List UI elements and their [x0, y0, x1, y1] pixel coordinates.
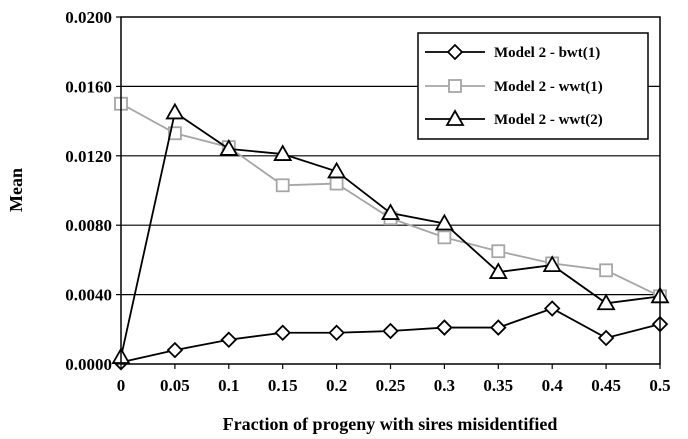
y-axis-title: Mean	[6, 168, 26, 212]
data-point-triangle	[596, 293, 616, 311]
legend-entry: Model 2 - wwt(1)	[425, 79, 603, 95]
data-point-triangle	[488, 262, 508, 279]
data-point-diamond	[490, 319, 507, 336]
y-tick-label: 0.0000	[65, 355, 112, 374]
data-point-triangle	[327, 161, 347, 179]
data-point-square	[329, 176, 344, 191]
data-point-square	[437, 230, 452, 245]
data-point-triangle	[219, 139, 239, 156]
series-diamond	[112, 300, 669, 371]
gridlines	[121, 85, 660, 296]
data-point-diamond	[220, 331, 238, 348]
x-tick-label: 0.05	[160, 376, 190, 395]
data-point-diamond	[274, 324, 291, 342]
x-tick-label: 0.2	[326, 376, 347, 395]
series-layer	[111, 96, 670, 371]
legend-label: Model 2 - wwt(2)	[494, 112, 603, 128]
x-tick-label: 0.45	[591, 376, 621, 395]
legend-label: Model 2 - wwt(1)	[494, 79, 603, 95]
data-point-square	[491, 244, 506, 259]
legend: Model 2 - bwt(1) Model 2 - wwt(1) Model 2 …	[417, 32, 649, 140]
data-point-diamond	[328, 324, 345, 342]
data-point-square	[167, 126, 182, 141]
x-tick-label: 0.15	[268, 376, 298, 395]
x-tick-label: 0.1	[218, 376, 239, 395]
data-point-square	[599, 263, 613, 278]
x-tick-label: 0	[117, 376, 126, 395]
x-tick-label: 0.4	[542, 376, 564, 395]
data-point-square	[275, 178, 290, 193]
legend-label: Model 2 - bwt(1)	[494, 45, 600, 61]
legend-marker-square	[448, 79, 462, 93]
legend-entry: Model 2 - wwt(2)	[425, 109, 603, 128]
data-point-triangle	[542, 255, 562, 273]
data-point-triangle	[273, 144, 293, 161]
x-tick-label: 0.35	[483, 376, 513, 395]
x-axis: 0 0.05 0.1 0.15 0.2 0.25 0.3 0.35 0.4 0.45 0.5	[117, 364, 671, 395]
data-point-triangle	[380, 203, 401, 220]
data-point-triangle	[434, 213, 454, 231]
y-tick-label: 0.0200	[65, 8, 112, 27]
y-tick-label: 0.0080	[65, 216, 112, 235]
y-axis: 0.0000 0.0040 0.0080 0.0120 0.0160 0.0200	[65, 8, 121, 374]
legend-marker-diamond	[446, 43, 464, 61]
x-tick-label: 0.5	[649, 376, 670, 395]
y-tick-label: 0.0040	[65, 286, 112, 305]
legend-entry: Model 2 - bwt(1)	[425, 43, 600, 61]
data-point-diamond	[543, 300, 561, 317]
x-tick-label: 0.3	[434, 376, 455, 395]
data-point-diamond	[382, 322, 399, 340]
data-point-diamond	[436, 319, 453, 336]
x-axis-title: Fraction of progeny with sires misidenti…	[223, 414, 558, 434]
x-tick-label: 0.25	[376, 376, 406, 395]
data-point-diamond	[597, 329, 615, 347]
data-point-diamond	[166, 341, 184, 359]
y-tick-label: 0.0120	[65, 147, 112, 166]
data-point-triangle	[165, 102, 185, 120]
y-tick-label: 0.0160	[65, 77, 112, 96]
legend-marker-triangle	[445, 109, 465, 126]
